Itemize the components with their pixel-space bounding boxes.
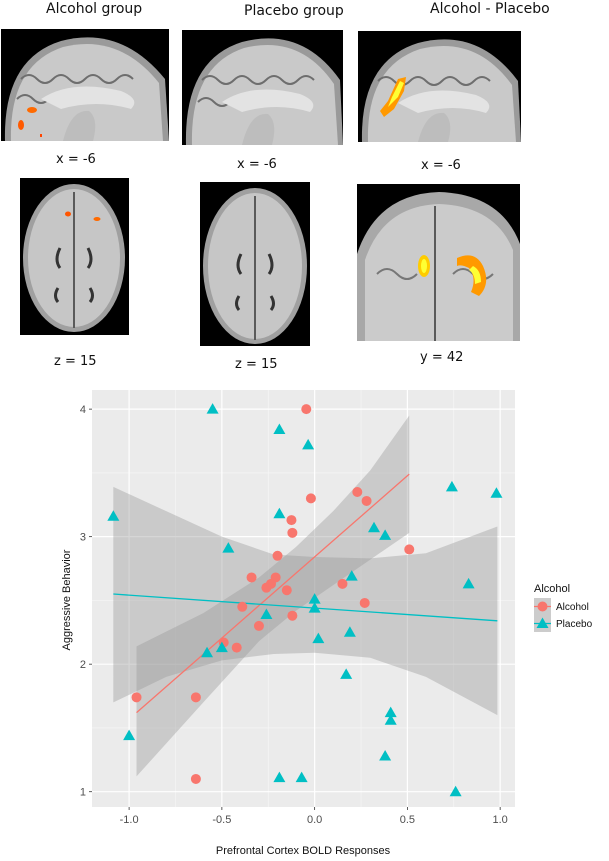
- scatter-chart: -1.0 -0.5 0.0 0.5 1.0 1 2 3 4 Prefrontal Cortex…: [0, 380, 609, 861]
- plot-panel: [92, 390, 515, 807]
- x-tick-label: 0.0: [307, 814, 322, 826]
- sagittal-slice-alcohol: [1, 29, 169, 141]
- legend: Alcohol Alcohol Placebo: [534, 583, 593, 632]
- point-alcohol: [287, 527, 298, 538]
- x-tick-label: 1.0: [493, 814, 508, 826]
- coord-label-sagittal-alcohol: x = -6: [56, 152, 96, 167]
- point-alcohol: [190, 773, 201, 784]
- y-tick-label: 4: [80, 404, 86, 416]
- svg-text:Placebo: Placebo: [556, 619, 593, 630]
- point-placebo: [295, 771, 308, 783]
- point-placebo: [490, 487, 503, 498]
- point-alcohol: [253, 620, 264, 631]
- point-placebo: [308, 593, 321, 604]
- x-axis: -1.0 -0.5 0.0 0.5 1.0: [120, 807, 508, 826]
- axial-slice-alcohol: [20, 178, 129, 335]
- sagittal-brain-icon: [361, 39, 521, 142]
- regression-lines: [113, 473, 498, 714]
- point-alcohol: [361, 495, 372, 506]
- regression-line-placebo: [113, 593, 498, 622]
- point-placebo: [123, 729, 136, 741]
- point-alcohol: [404, 544, 415, 555]
- svg-text:Alcohol: Alcohol: [556, 602, 589, 613]
- point-placebo: [445, 480, 458, 492]
- panel-title-placebo: Placebo group: [244, 3, 344, 19]
- point-placebo: [384, 714, 397, 725]
- point-alcohol: [359, 597, 370, 608]
- point-alcohol: [231, 642, 242, 653]
- point-alcohol: [190, 692, 201, 703]
- point-placebo: [302, 438, 315, 450]
- legend-item-alcohol: Alcohol: [534, 598, 589, 615]
- coronal-slice-difference: [357, 184, 520, 341]
- point-alcohol: [281, 585, 292, 596]
- sagittal-slice-difference: [358, 31, 521, 142]
- x-tick-label: -0.5: [212, 814, 231, 826]
- sagittal-brain-icon: [185, 38, 343, 145]
- point-placebo: [215, 641, 228, 653]
- coord-label-coronal-difference: y = 42: [420, 350, 464, 365]
- point-placebo: [379, 749, 392, 761]
- point-placebo: [462, 577, 475, 589]
- point-placebo: [312, 632, 325, 644]
- regression-line-alcohol: [136, 473, 410, 714]
- legend-title: Alcohol: [534, 583, 570, 595]
- point-alcohol: [287, 610, 298, 621]
- point-alcohol: [305, 493, 316, 504]
- coord-label-axial-placebo: z = 15: [235, 357, 278, 372]
- sagittal-slice-placebo: [182, 30, 343, 145]
- point-placebo: [340, 668, 353, 679]
- axial-slice-placebo: [200, 182, 310, 346]
- coord-label-sagittal-difference: x = -6: [421, 158, 461, 173]
- point-alcohol: [237, 601, 248, 612]
- point-placebo: [379, 529, 392, 540]
- coord-label-sagittal-placebo: x = -6: [237, 157, 277, 172]
- point-alcohol: [261, 582, 272, 593]
- point-placebo: [273, 423, 286, 435]
- confidence-band-placebo: [113, 486, 498, 716]
- point-placebo: [201, 646, 214, 658]
- point-placebo: [222, 542, 235, 553]
- point-placebo: [368, 521, 380, 533]
- x-axis-title: Prefrontal Cortex BOLD Responses: [216, 845, 391, 857]
- point-placebo: [308, 602, 321, 613]
- point-alcohol: [272, 550, 283, 561]
- point-placebo: [449, 785, 462, 797]
- panel-title-alcohol: Alcohol group: [46, 1, 143, 17]
- sagittal-brain-icon: [4, 37, 169, 141]
- y-tick-label: 2: [80, 659, 86, 671]
- confidence-bands: [113, 415, 498, 777]
- x-tick-label: 0.5: [400, 814, 415, 826]
- point-placebo: [273, 507, 286, 519]
- axial-brain-icon: [203, 188, 307, 344]
- axial-brain-icon: [23, 184, 125, 332]
- point-alcohol: [286, 515, 297, 526]
- point-placebo: [273, 771, 286, 783]
- point-placebo: [343, 626, 356, 637]
- point-alcohol: [337, 578, 348, 589]
- data-points: [107, 403, 503, 797]
- coord-label-axial-alcohol: z = 15: [54, 354, 97, 369]
- legend-item-placebo: Placebo: [534, 615, 593, 632]
- point-placebo: [206, 403, 219, 414]
- y-axis-title: Aggressive Behavior: [61, 549, 73, 650]
- point-alcohol: [301, 404, 312, 415]
- x-tick-label: -1.0: [120, 814, 139, 826]
- y-tick-label: 1: [80, 787, 86, 799]
- point-placebo: [384, 706, 397, 718]
- point-placebo: [260, 608, 273, 619]
- point-placebo: [345, 570, 358, 581]
- confidence-band-alcohol: [136, 415, 410, 777]
- point-alcohol: [352, 487, 363, 498]
- y-axis: 1 2 3 4: [80, 404, 92, 799]
- point-alcohol: [246, 572, 257, 583]
- gridlines: [92, 390, 515, 807]
- y-tick-label: 3: [80, 532, 86, 544]
- panel-title-difference: Alcohol - Placebo: [430, 1, 550, 17]
- point-placebo: [107, 510, 120, 521]
- coronal-brain-icon: [357, 192, 520, 341]
- point-alcohol: [131, 692, 142, 703]
